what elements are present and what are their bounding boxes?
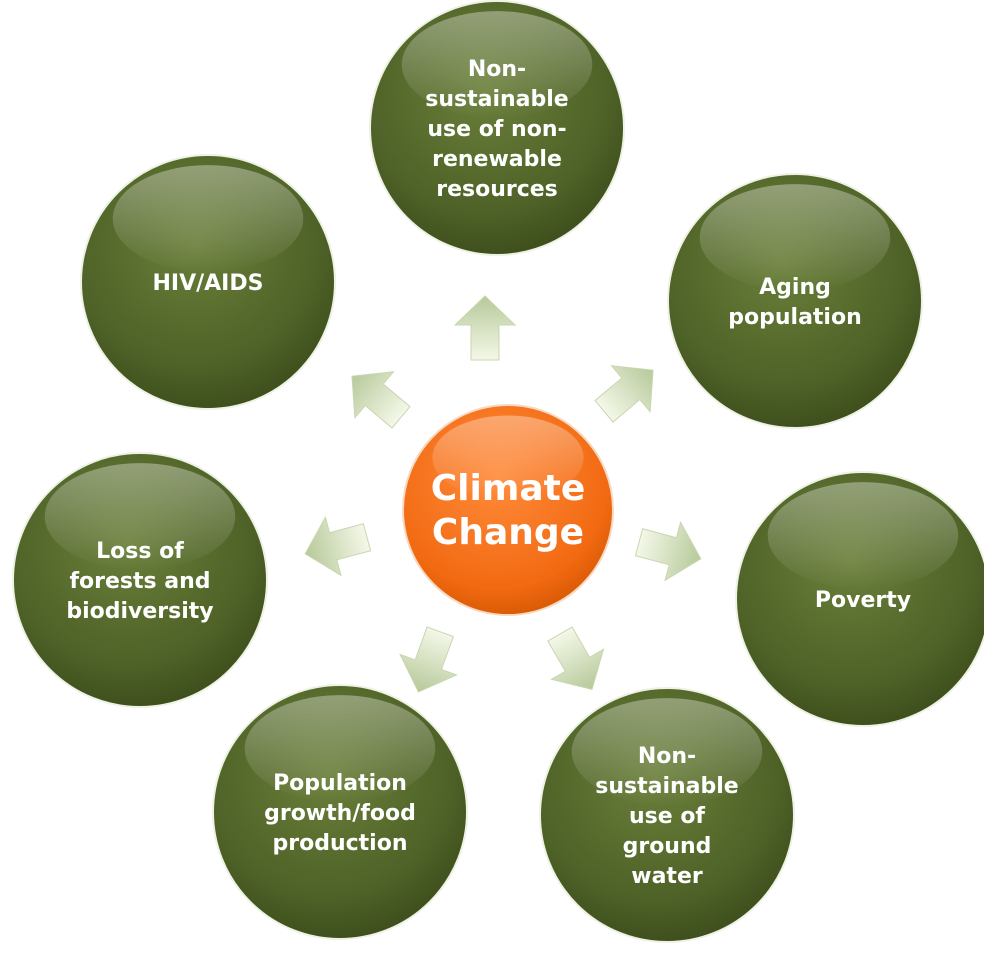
arrow (399, 626, 458, 693)
node-label: Aging (759, 275, 831, 300)
node-label: sustainable (425, 87, 568, 112)
node-label: use of (629, 804, 705, 829)
arrow (304, 515, 372, 577)
node-label: Non- (638, 744, 696, 769)
node-label: Non- (468, 57, 526, 82)
node-shine (244, 695, 436, 802)
node-shine (112, 165, 304, 272)
center-label: Climate (431, 468, 586, 509)
node: HIV/AIDS (80, 154, 336, 410)
arrow (594, 365, 654, 423)
center-label: Change (432, 512, 584, 553)
node-shine (401, 11, 593, 118)
node-label: ground (623, 834, 712, 859)
node-label: renewable (432, 147, 562, 172)
arrow (453, 295, 517, 361)
node-label: Loss of (96, 539, 184, 564)
node-label: Poverty (815, 588, 911, 613)
node-label: growth/food (264, 801, 416, 826)
node-label: population (728, 305, 862, 330)
node: Loss of forests and biodiversity (12, 452, 268, 708)
node-shine (699, 184, 891, 291)
node: Non-sustainable use of ground water (539, 687, 795, 943)
node-shine (767, 482, 959, 589)
node-label: resources (436, 177, 558, 202)
node-label: production (273, 831, 408, 856)
node-label: sustainable (595, 774, 738, 799)
node-shine (44, 463, 236, 570)
node-label: HIV/AIDS (153, 271, 264, 296)
node: Aging population (667, 173, 923, 429)
node-label: forests and (69, 569, 210, 594)
node-label: water (631, 864, 703, 889)
node: Population growth/food production (212, 684, 468, 940)
arrow (634, 520, 702, 582)
arrow (547, 626, 605, 691)
arrow (351, 371, 411, 429)
nodes: Non-sustainable use of non-renewable resou… (12, 0, 984, 943)
node: Poverty (735, 471, 984, 727)
node-shine (571, 698, 763, 805)
node: Non-sustainable use of non-renewable resou… (369, 0, 625, 256)
node-label: biodiversity (66, 599, 213, 624)
center-shine (432, 415, 584, 500)
node-label: use of non- (427, 117, 566, 142)
node-label: Population (273, 771, 407, 796)
arrows (304, 295, 702, 693)
